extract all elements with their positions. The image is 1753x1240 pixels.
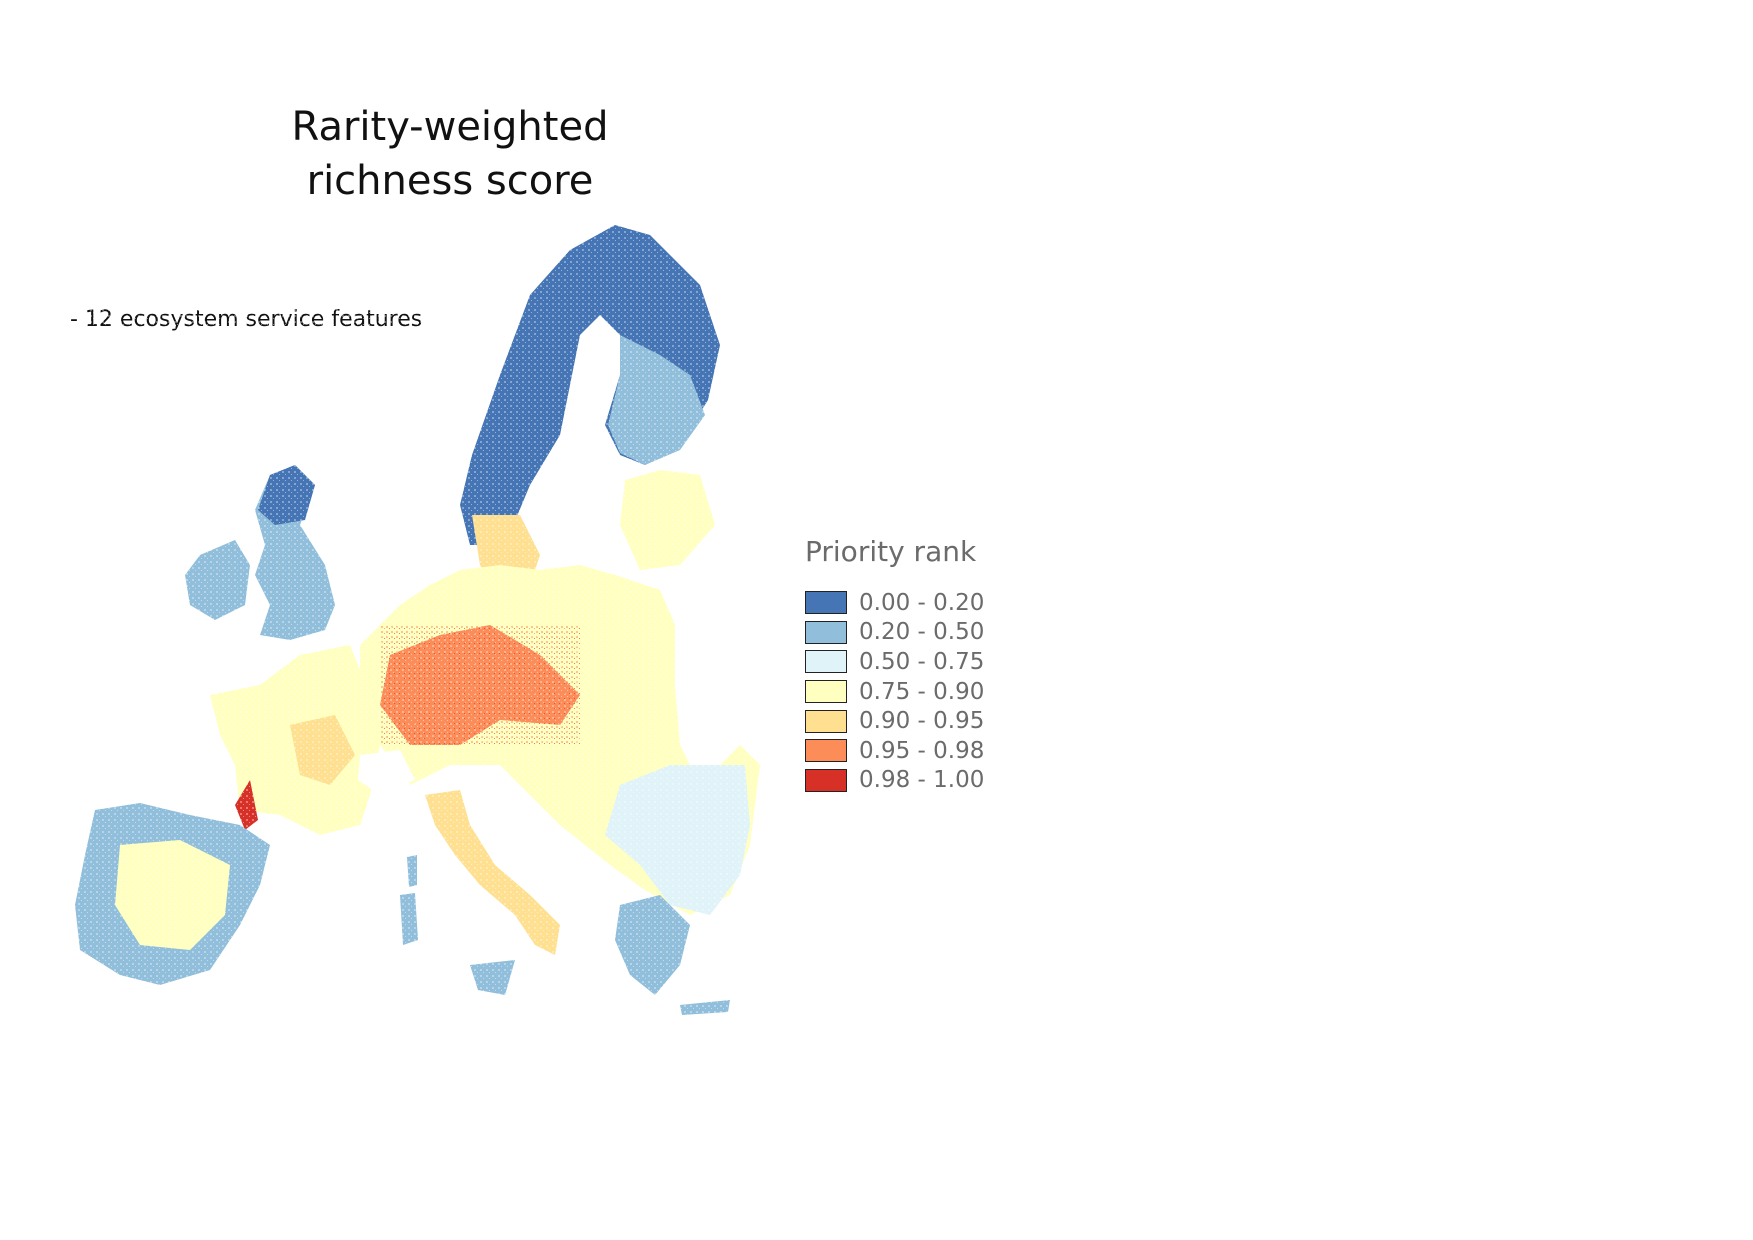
legend-item: 0.50 - 0.75	[805, 647, 984, 677]
legend-title: Priority rank	[805, 535, 977, 568]
legend-swatch	[805, 650, 847, 674]
legend-item: 0.98 - 1.00	[805, 766, 984, 796]
legend-label: 0.00 - 0.20	[859, 589, 985, 616]
map-title: Rarity-weighted richness score	[250, 100, 650, 208]
legend-label: 0.95 - 0.98	[859, 737, 985, 764]
legend-label: 0.75 - 0.90	[859, 678, 985, 705]
legend-swatch	[805, 620, 847, 644]
legend-swatch	[805, 739, 847, 763]
legend-item: 0.90 - 0.95	[805, 706, 984, 736]
map-texture	[60, 225, 870, 1145]
legend-label: 0.20 - 0.50	[859, 619, 985, 646]
legend-swatch	[805, 709, 847, 733]
title-line-2: richness score	[306, 158, 594, 204]
title-line-1: Rarity-weighted	[291, 104, 609, 150]
legend-label: 0.98 - 1.00	[859, 767, 985, 794]
legend-label: 0.90 - 0.95	[859, 708, 985, 735]
legend-item: 0.95 - 0.98	[805, 736, 984, 766]
legend-swatch	[805, 680, 847, 704]
legend-swatch	[805, 768, 847, 792]
europe-priority-map	[60, 225, 870, 1145]
legend-item: 0.00 - 0.20	[805, 588, 984, 618]
legend: Priority rank 0.00 - 0.20 0.20 - 0.50 0.50…	[805, 535, 984, 795]
legend-list: 0.00 - 0.20 0.20 - 0.50 0.50 - 0.75 0.75 - …	[805, 588, 984, 795]
legend-swatch	[805, 591, 847, 615]
legend-item: 0.20 - 0.50	[805, 618, 984, 648]
legend-item: 0.75 - 0.90	[805, 677, 984, 707]
legend-label: 0.50 - 0.75	[859, 648, 985, 675]
